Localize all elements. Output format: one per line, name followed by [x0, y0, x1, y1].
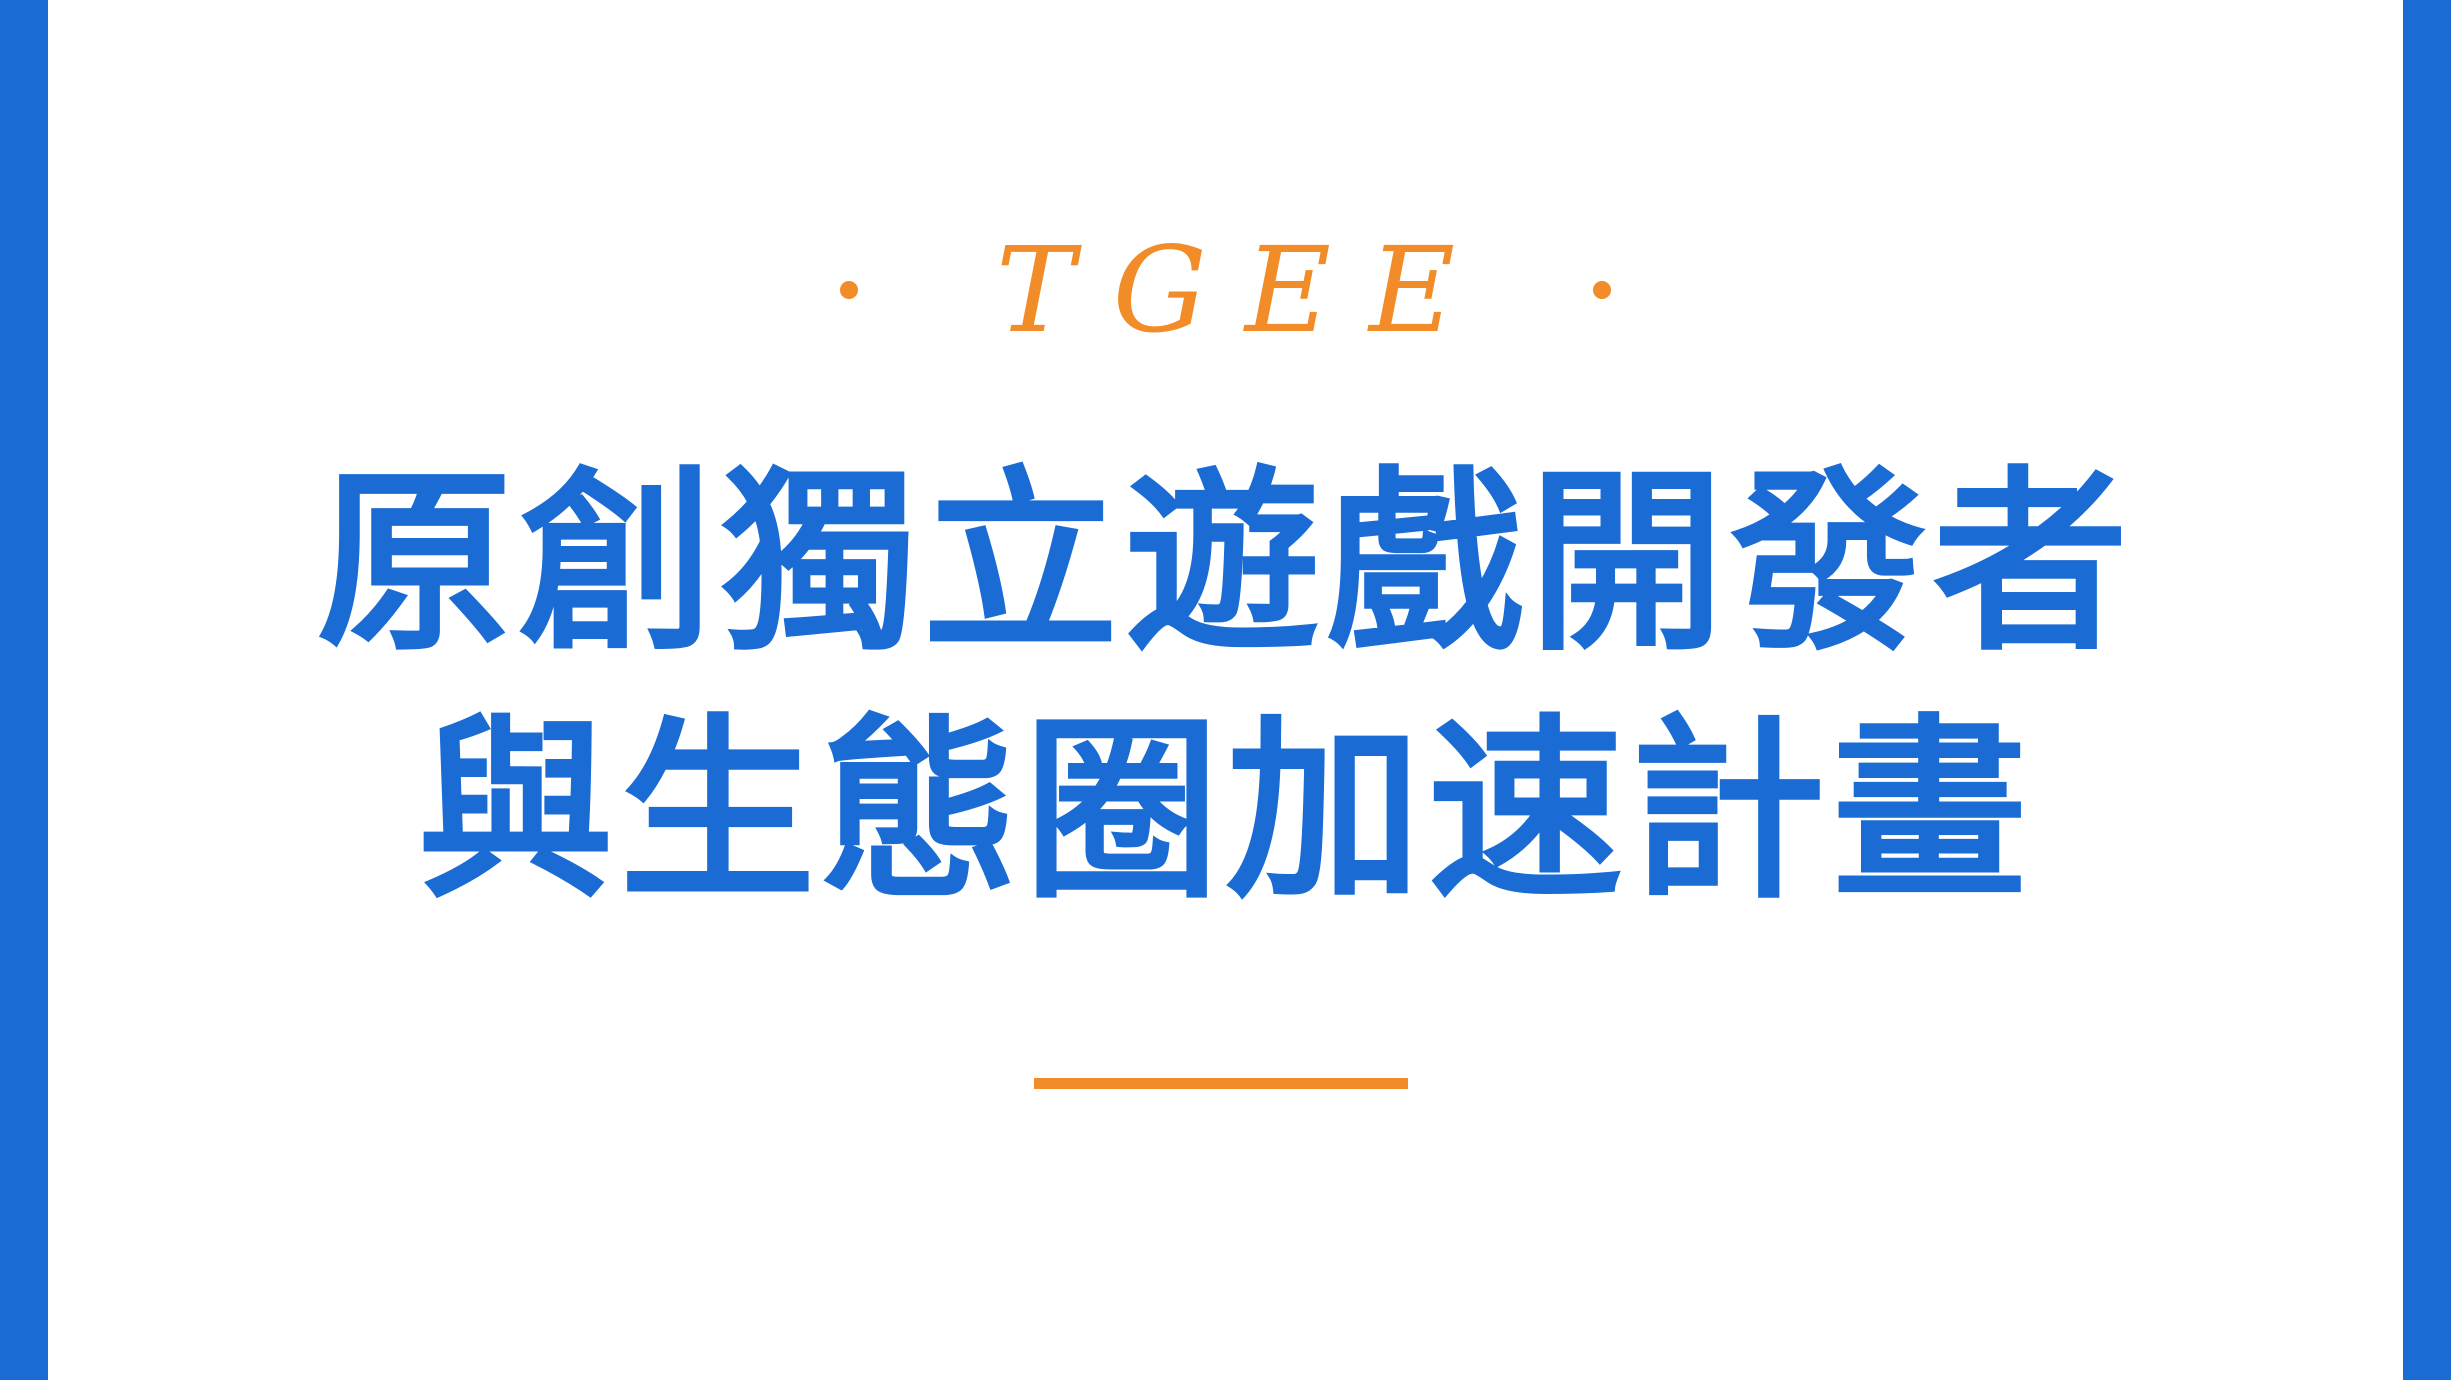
- headline-line-1: 原創獨立遊戲開發者: [316, 450, 2135, 678]
- headline-line-2: 與生態圈加速計畫: [417, 698, 2034, 926]
- right-bullet-dot: [1593, 281, 1612, 299]
- right-frame-bar: [2403, 0, 2451, 1380]
- left-frame-bar: [0, 0, 48, 1380]
- kicker-title: TGEE: [995, 221, 1494, 359]
- accent-underline: [1034, 1078, 1408, 1089]
- kicker-row: TGEE: [0, 225, 2451, 355]
- left-bullet-dot: [839, 281, 858, 299]
